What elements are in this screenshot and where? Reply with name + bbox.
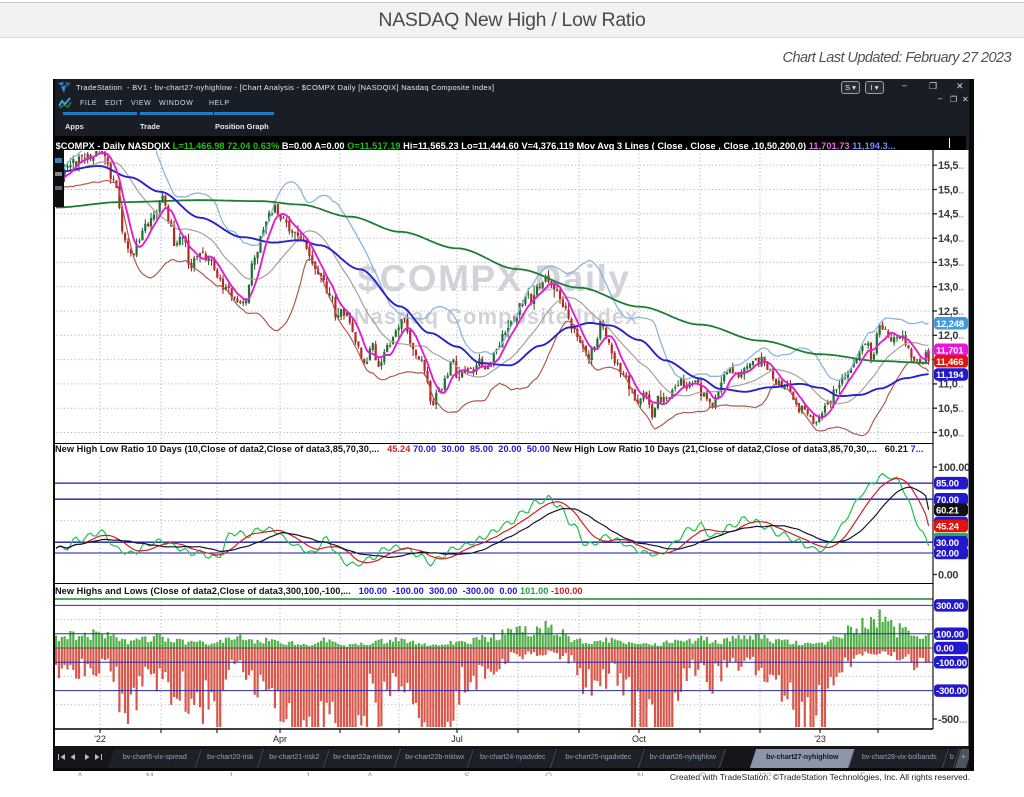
svg-text:14,0..: 14,0..	[938, 233, 964, 245]
svg-text:0.00: 0.00	[936, 644, 954, 655]
svg-text:20.00: 20.00	[936, 549, 959, 560]
svg-text:-500...: -500...	[938, 714, 967, 726]
svg-text:11,0..: 11,0..	[938, 379, 963, 391]
svg-text:85.00: 85.00	[936, 479, 959, 490]
svg-text:10,0..: 10,0..	[938, 427, 964, 439]
svg-text:13,0..: 13,0..	[938, 282, 964, 294]
svg-text:12,0..: 12,0..	[938, 330, 964, 342]
svg-text:0.00: 0.00	[938, 569, 958, 581]
svg-text:45.24: 45.24	[936, 522, 960, 533]
svg-text:'22: '22	[94, 734, 106, 744]
svg-text:60.21: 60.21	[936, 505, 960, 516]
svg-text:Jul: Jul	[451, 734, 463, 744]
svg-text:Apr: Apr	[273, 734, 287, 744]
svg-text:14,5..: 14,5..	[938, 209, 964, 221]
svg-text:15,5..: 15,5..	[938, 160, 964, 172]
svg-text:100.00: 100.00	[938, 462, 970, 474]
svg-text:70.00: 70.00	[936, 495, 959, 506]
svg-text:100.00: 100.00	[936, 629, 964, 640]
svg-text:Oct: Oct	[632, 734, 647, 744]
svg-text:12,248: 12,248	[936, 319, 964, 330]
svg-text:300.00: 300.00	[936, 601, 964, 612]
svg-text:30.00: 30.00	[936, 538, 959, 549]
svg-text:-100.00: -100.00	[936, 658, 967, 669]
svg-text:'23: '23	[814, 734, 826, 744]
svg-text:-300.00: -300.00	[936, 686, 967, 697]
svg-text:15,0..: 15,0..	[938, 184, 964, 196]
svg-text:11,466: 11,466	[936, 357, 963, 368]
svg-text:11,194: 11,194	[936, 370, 964, 381]
svg-text:11,701: 11,701	[936, 345, 964, 356]
svg-text:$COMPX Daily: $COMPX Daily	[358, 258, 631, 299]
svg-text:10,5..: 10,5..	[938, 403, 964, 415]
svg-text:12,5..: 12,5..	[938, 306, 964, 318]
svg-text:13,5..: 13,5..	[938, 257, 964, 269]
